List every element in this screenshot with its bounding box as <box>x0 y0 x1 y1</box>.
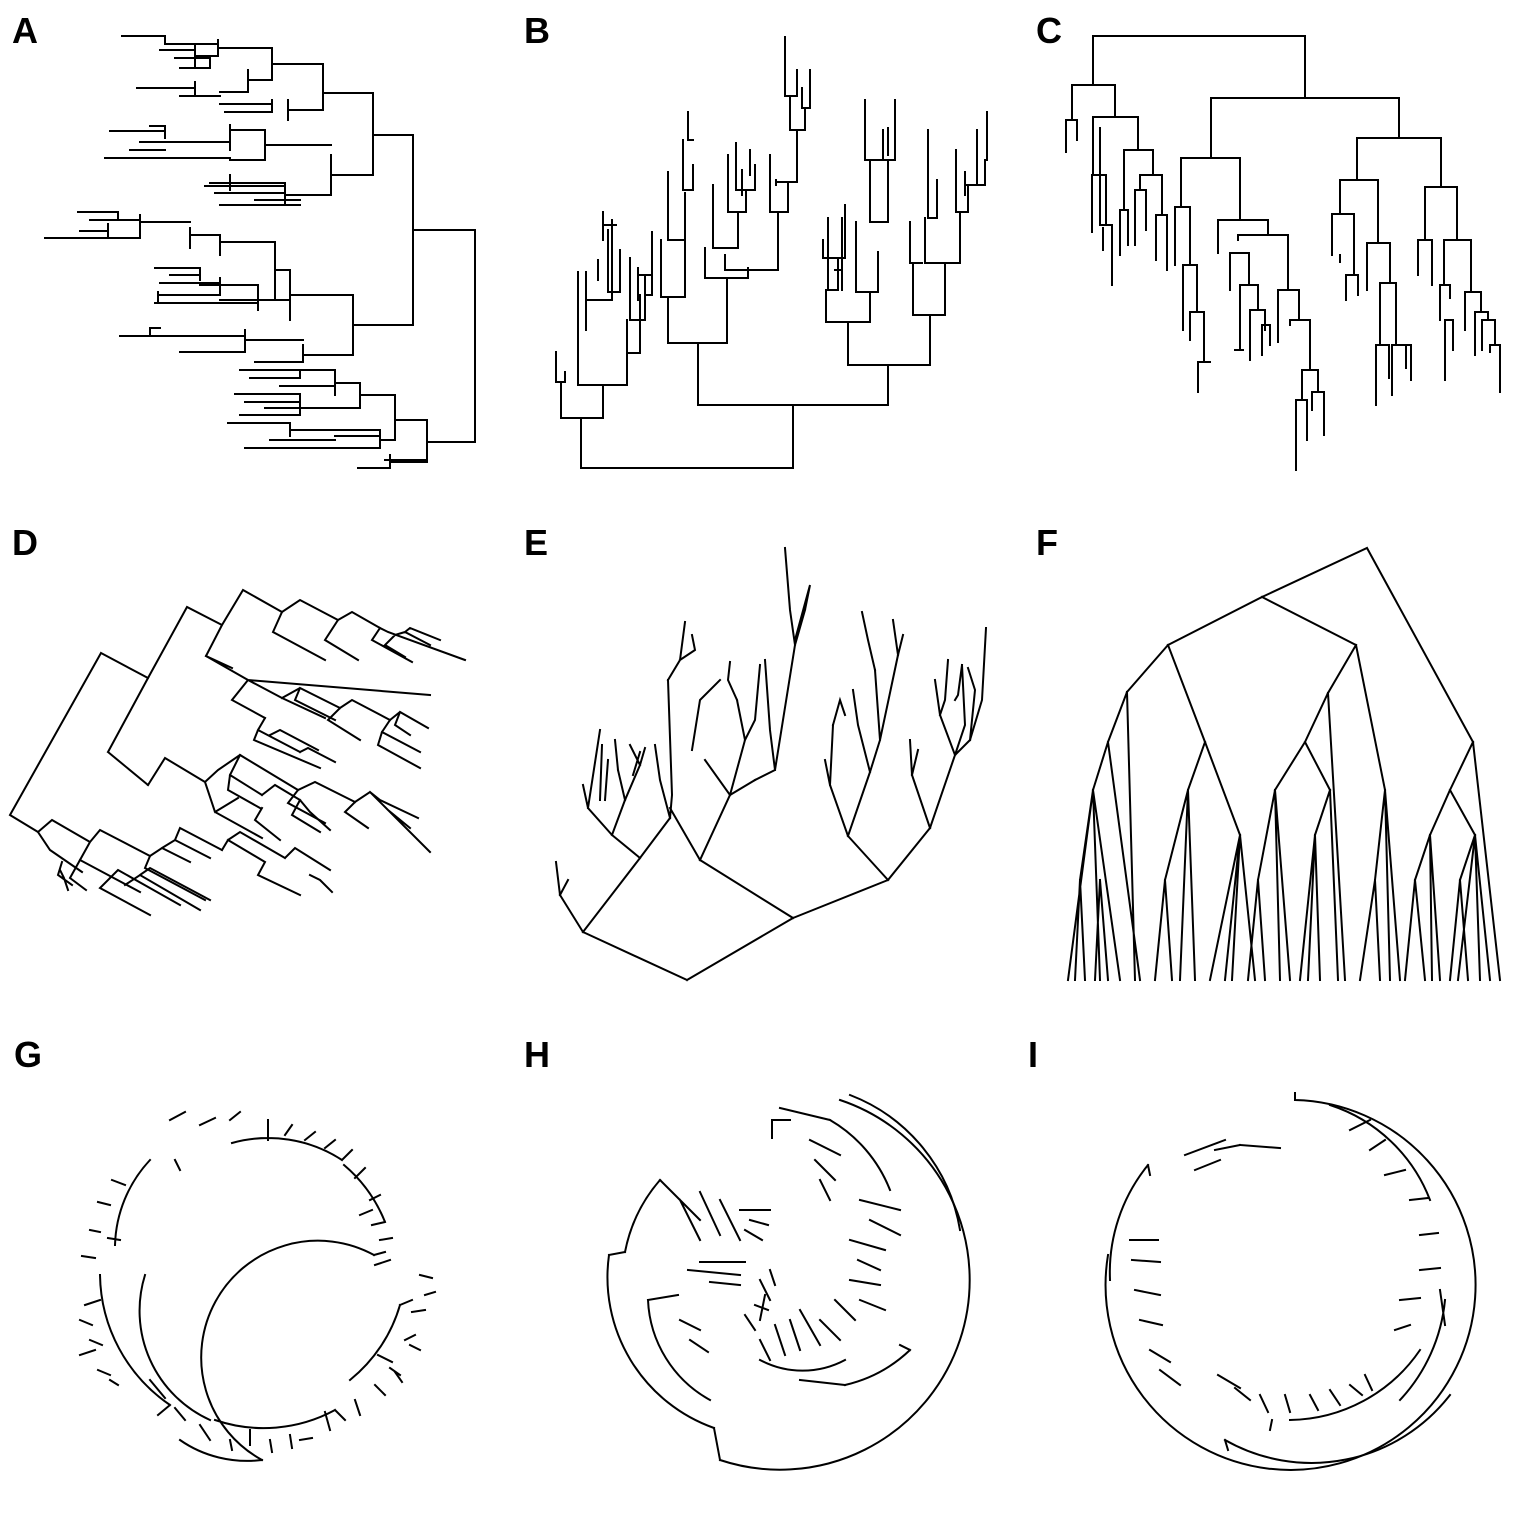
panel-label-e: E <box>524 522 548 563</box>
tree-panel-b <box>555 36 988 469</box>
panel-label-c: C <box>1036 10 1062 51</box>
tree-panel-h <box>606 1093 971 1471</box>
tree-panel-e <box>554 546 988 982</box>
panel-label-d: D <box>12 522 38 563</box>
panel-label-i: I <box>1028 1034 1038 1075</box>
panel-label-b: B <box>524 10 550 51</box>
panel-label-h: H <box>524 1034 550 1075</box>
tree-panel-d <box>8 588 467 917</box>
tree-panel-a <box>44 35 476 469</box>
panel-label-g: G <box>14 1034 42 1075</box>
panel-label-f: F <box>1036 522 1058 563</box>
tree-panel-i <box>1104 1092 1477 1471</box>
tree-panel-c <box>1065 35 1501 471</box>
tree-panel-g <box>78 1110 437 1462</box>
tree-panel-f <box>1066 546 1502 982</box>
panel-label-a: A <box>12 10 38 51</box>
